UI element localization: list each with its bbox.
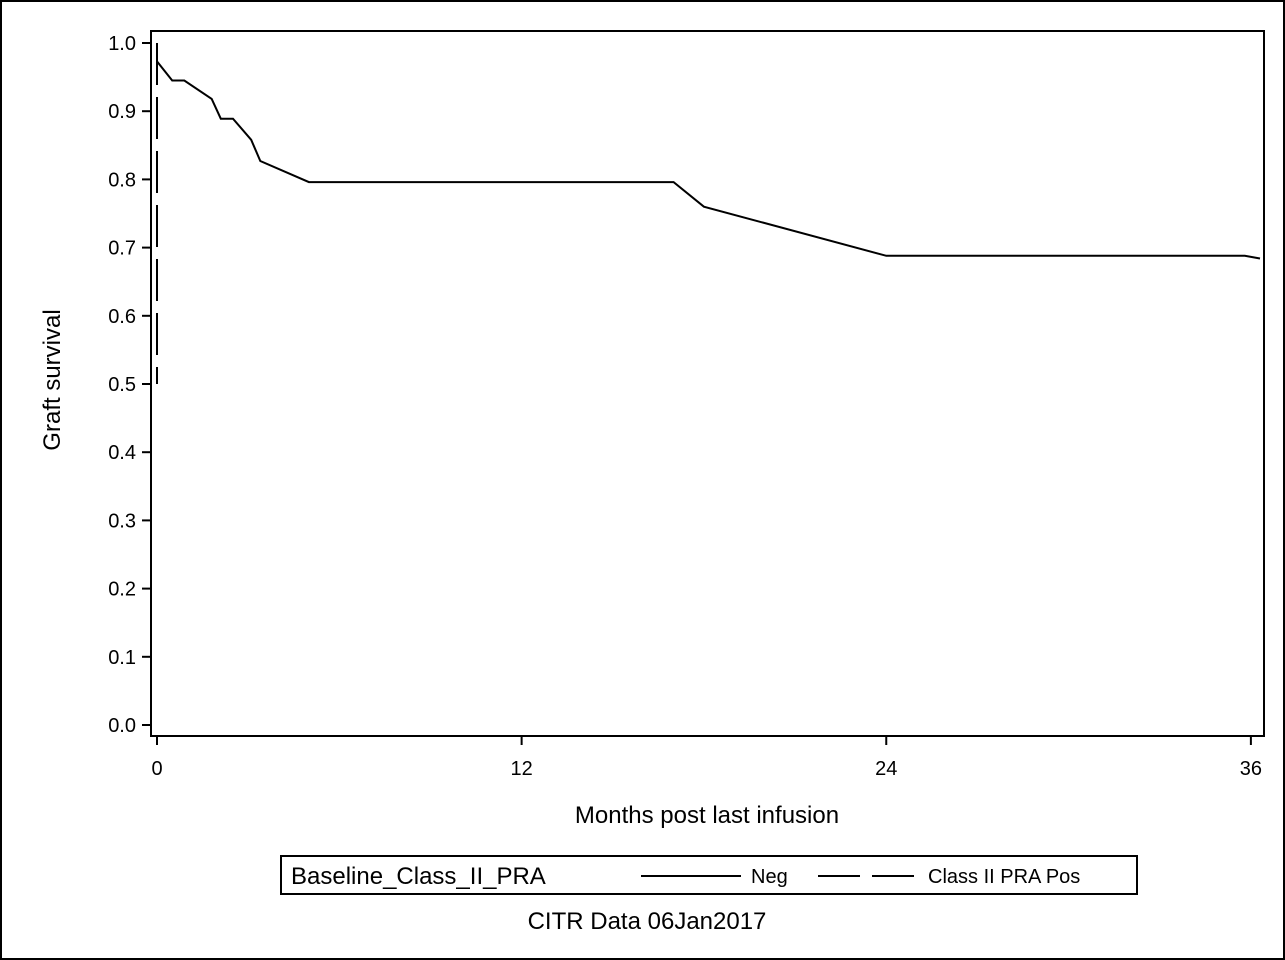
series-line-neg <box>156 43 1261 260</box>
footnote: CITR Data 06Jan2017 <box>528 908 767 935</box>
y-axis: 0.0 0.1 0.2 0.3 0.4 0.5 0.6 0.7 0.8 0.9 1.0 <box>108 33 151 737</box>
y-tick-label: 0.5 <box>108 374 136 396</box>
y-axis-label: Graft survival <box>39 309 66 450</box>
x-tick-label: 24 <box>875 758 897 780</box>
y-tick-label: 0.6 <box>108 306 136 328</box>
y-tick-label: 1.0 <box>108 33 136 55</box>
legend-label-neg: Neg <box>751 866 788 888</box>
y-tick-label: 0.0 <box>108 715 136 737</box>
x-tick-label: 36 <box>1240 758 1262 780</box>
x-tick-label: 12 <box>511 758 533 780</box>
y-tick-label: 0.3 <box>108 510 136 532</box>
y-tick-label: 0.2 <box>108 579 136 601</box>
y-tick-label: 0.4 <box>108 442 136 464</box>
legend: Baseline_Class_II_PRA Neg Class II PRA P… <box>280 855 1138 895</box>
legend-label-class-ii-pra-pos: Class II PRA Pos <box>928 866 1080 888</box>
plot-area: 0.0 0.1 0.2 0.3 0.4 0.5 0.6 0.7 0.8 0.9 1.0 0 12 24 3… <box>108 30 1265 780</box>
y-tick-label: 0.9 <box>108 101 136 123</box>
x-axis: 0 12 24 36 <box>151 736 1262 780</box>
y-tick-label: 0.1 <box>108 647 136 669</box>
x-axis-label: Months post last infusion <box>575 802 839 829</box>
series-layer <box>156 43 1261 384</box>
y-tick-label: 0.7 <box>108 238 136 260</box>
legend-title: Baseline_Class_II_PRA <box>291 863 546 890</box>
y-tick-label: 0.8 <box>108 169 136 191</box>
x-tick-label: 0 <box>151 758 162 780</box>
